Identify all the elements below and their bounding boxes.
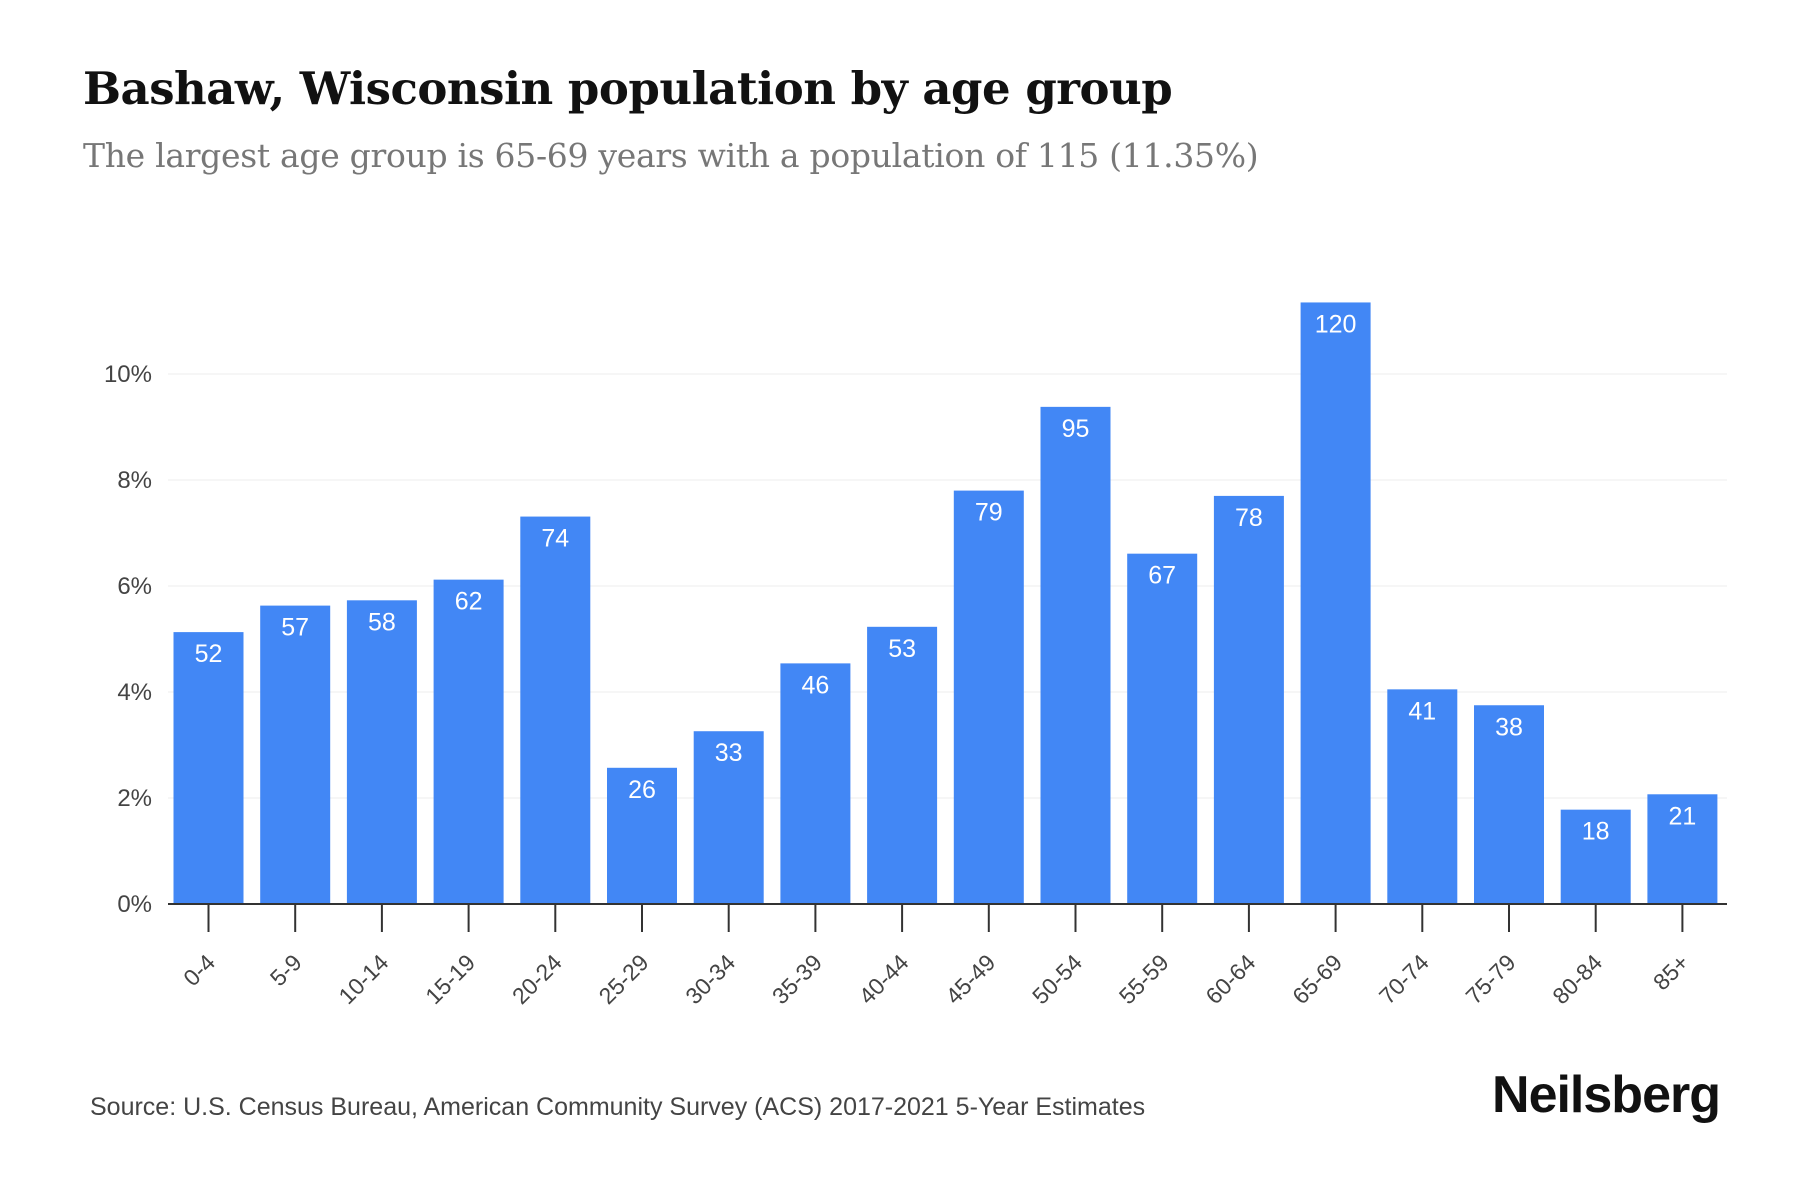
bar-value-label: 58 [368,608,396,636]
bar-value-label: 33 [715,739,743,767]
bar-value-label: 52 [195,640,223,668]
bar [1040,406,1111,904]
x-tick-label: 15-19 [420,949,480,1009]
y-tick-label: 10% [104,361,152,388]
x-tick-label: 80-84 [1547,949,1607,1009]
bar [1127,553,1198,904]
bar [1300,302,1371,904]
bar-value-label: 57 [281,614,309,642]
source-note: Source: U.S. Census Bureau, American Com… [90,1093,1146,1121]
bar [346,600,417,904]
bar-value-label: 79 [975,499,1003,527]
bar-value-label: 120 [1315,310,1357,338]
x-tick-label: 40-44 [854,949,914,1009]
y-tick-label: 0% [117,891,152,918]
chart-title: Bashaw, Wisconsin population by age grou… [83,62,1173,115]
bar-value-label: 67 [1148,562,1176,590]
x-tick-label: 75-79 [1461,949,1521,1009]
x-tick-label: 0-4 [178,949,220,991]
x-tick-label: 10-14 [333,949,393,1009]
bar [780,663,851,904]
bar [607,767,677,904]
bar [1474,705,1544,904]
bar-value-label: 74 [541,525,569,553]
y-tick-label: 4% [117,679,152,706]
x-tick-label: 65-69 [1287,949,1347,1009]
bar-value-label: 26 [628,776,656,804]
brand-logo: Neilsberg [1492,1066,1721,1124]
bar-value-label: 62 [455,588,483,616]
bar [693,731,764,904]
bar [520,516,591,904]
bar-value-label: 41 [1408,697,1436,725]
x-tick-label: 60-64 [1200,949,1260,1009]
x-tick-label: 30-34 [680,949,740,1009]
x-tick-label: 50-54 [1027,949,1087,1009]
x-tick-label: 35-39 [767,949,827,1009]
bar-chart: 0% 2% 4% 6% 8% 10% 52 0-4 57 5-9 58 10-14 62 15-19 74 2… [104,302,1727,1009]
bar-value-label: 78 [1235,504,1263,532]
x-tick-label: 85+ [1648,949,1694,995]
x-tick-label: 20-24 [507,949,567,1009]
x-tick-label: 25-29 [594,949,654,1009]
bar [1647,794,1718,904]
x-tick-label: 55-59 [1114,949,1174,1009]
y-tick-label: 8% [117,467,152,494]
bar-value-label: 46 [801,671,829,699]
bar [433,579,504,904]
bar [260,605,331,904]
y-tick-label: 2% [117,785,152,812]
chart-subtitle: The largest age group is 65-69 years wit… [83,136,1259,175]
y-tick-label: 6% [117,573,152,600]
x-tick-label: 45-49 [940,949,1000,1009]
bar [1213,495,1284,904]
bar [173,632,244,904]
x-tick-label: 70-74 [1374,949,1434,1009]
bar-value-label: 21 [1668,802,1696,830]
x-tick-label: 5-9 [265,949,307,991]
bar-value-label: 95 [1062,415,1090,443]
bar-value-label: 38 [1495,713,1523,741]
bar [1560,809,1631,904]
bar [867,626,938,904]
bar [1387,689,1458,904]
bar-value-label: 53 [888,635,916,663]
bar-value-label: 18 [1582,818,1610,846]
bar [953,490,1024,904]
